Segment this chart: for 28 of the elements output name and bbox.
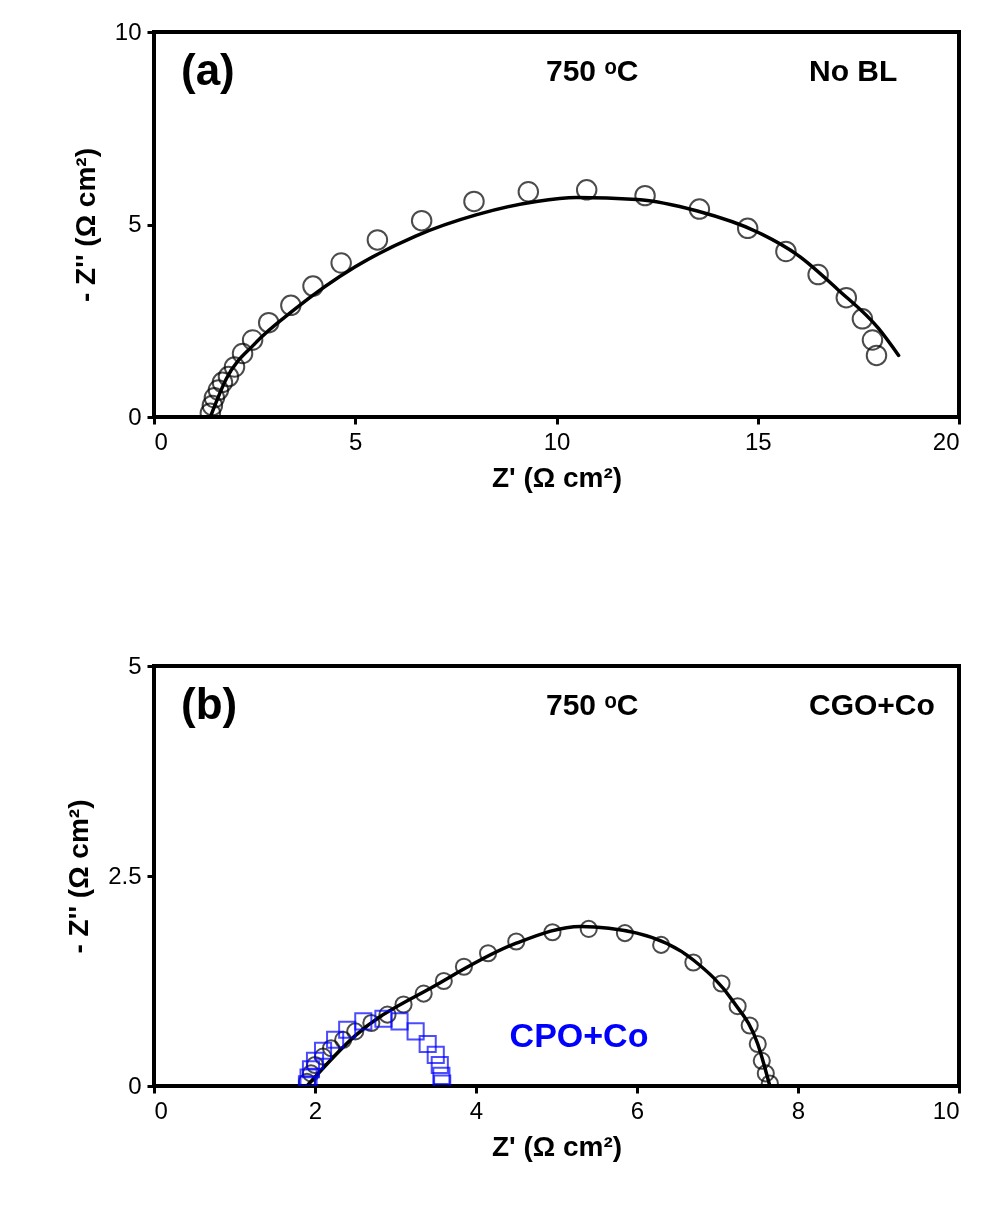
annotation: (b) — [181, 679, 238, 728]
y-tick-label: 5 — [128, 210, 142, 237]
x-tick-label: 20 — [932, 427, 960, 455]
y-tick-label: 5 — [128, 651, 142, 679]
series-label: CPO+Co — [509, 1016, 649, 1054]
x-tick-label: 0 — [154, 1096, 168, 1124]
x-axis-title: Z' (Ω cm²) — [491, 1130, 623, 1162]
x-tick-label: 0 — [154, 427, 168, 455]
x-tick-label: 4 — [469, 1096, 484, 1124]
annotation: No BL — [809, 54, 898, 87]
x-tick-label: 15 — [744, 427, 772, 455]
x-tick-label: 8 — [791, 1096, 806, 1124]
x-tick-label: 2 — [308, 1096, 323, 1124]
y-tick-label: 2.5 — [108, 861, 142, 889]
y-tick-label: 0 — [128, 1071, 142, 1099]
y-tick-label: 0 — [128, 402, 142, 430]
annotation: 750 ᵒC — [546, 54, 639, 87]
x-tick-label: 5 — [349, 427, 363, 455]
annotation: CGO+Co — [809, 688, 935, 721]
y-tick-label: 10 — [114, 17, 142, 45]
annotation: 750 ᵒC — [546, 688, 639, 721]
annotation: (a) — [181, 45, 235, 94]
y-axis-title: - Z'' (Ω cm²) — [69, 148, 101, 302]
x-tick-label: 10 — [932, 1096, 960, 1124]
y-axis-title: - Z'' (Ω cm²) — [63, 799, 95, 954]
x-tick-label: 6 — [630, 1096, 645, 1124]
x-tick-label: 10 — [543, 427, 571, 455]
x-axis-title: Z' (Ω cm²) — [491, 461, 623, 493]
